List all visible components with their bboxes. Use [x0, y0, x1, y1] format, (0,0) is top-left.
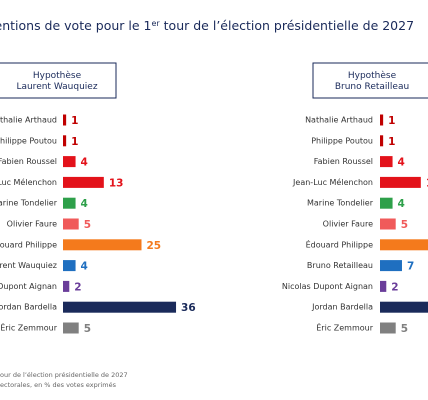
candidate-label: Olivier Faure [323, 220, 373, 229]
candidate-label: Fabien Roussel [314, 157, 373, 166]
candidate-label: Nicolas Dupont Aignan [282, 282, 373, 291]
candidate-label: Éric Zemmour [0, 322, 57, 333]
candidate-label: Édouard Philippe [0, 238, 57, 249]
value-label: 1 [388, 115, 395, 127]
bar [63, 239, 142, 251]
hypothesis-box [0, 62, 117, 99]
value-label: 4 [398, 198, 405, 210]
bar [63, 280, 70, 292]
candidate-label: Édouard Philippe [306, 238, 373, 249]
bar [380, 135, 384, 147]
bar [63, 260, 76, 272]
value-label: 4 [81, 261, 88, 273]
footnote: our de l’élection présidentielle de 2027 [0, 371, 128, 379]
bar [380, 156, 393, 168]
value-label: 4 [81, 157, 88, 169]
value-label: 1 [388, 136, 395, 148]
value-label: 1 [71, 136, 78, 148]
value-label: 5 [84, 219, 91, 231]
value-label: 25 [147, 240, 162, 252]
bar [380, 239, 428, 251]
candidate-label: Jean-Luc Mélenchon [0, 177, 57, 187]
bar [63, 301, 177, 313]
candidate-label: Bruno Retailleau [307, 261, 373, 270]
bar [380, 301, 428, 313]
hypothesis-box [312, 62, 428, 99]
value-label: 13 [109, 177, 124, 189]
bar [380, 197, 393, 209]
bar [63, 176, 104, 188]
candidate-label: Nathalie Arthaud [0, 116, 57, 125]
value-label: 2 [391, 281, 398, 293]
bar [63, 322, 79, 334]
candidate-label: Jordan Bardella [311, 303, 373, 312]
bar [380, 322, 396, 334]
hypothesis-label: Bruno Retailleau [335, 82, 409, 92]
bar [380, 114, 384, 126]
hypothesis-label: Hypothèse [33, 70, 82, 81]
hypothesis-label: Hypothèse [348, 70, 397, 81]
bar [63, 197, 76, 209]
candidate-label: Philippe Poutou [311, 136, 373, 145]
candidate-label: Éric Zemmour [316, 322, 373, 333]
bar [63, 218, 79, 230]
value-label: 5 [84, 323, 91, 335]
value-label: 5 [401, 219, 408, 231]
candidate-label: Jean-Luc Mélenchon [292, 177, 373, 187]
bar [380, 280, 387, 292]
candidate-label: Nathalie Arthaud [305, 116, 373, 125]
value-label: 36 [181, 302, 196, 314]
bar [380, 218, 396, 230]
candidate-label: Philippe Poutou [0, 136, 57, 145]
value-label: 13 [426, 177, 428, 189]
footnote: ectorales, en % des votes exprimés [0, 381, 117, 389]
candidate-label: Jordan Bardella [0, 303, 57, 312]
bar [63, 135, 67, 147]
bar [63, 156, 76, 168]
candidate-label: Laurent Wauquiez [0, 261, 57, 270]
hypothesis-label: Laurent Wauquiez [16, 82, 97, 92]
title: Intentions de vote pour le 1er tour de l… [0, 18, 414, 33]
value-label: 7 [407, 261, 414, 273]
value-label: 2 [74, 281, 81, 293]
value-label: 4 [81, 198, 88, 210]
value-label: 4 [398, 157, 405, 169]
candidate-label: Olivier Faure [7, 220, 57, 229]
candidate-label: Marine Tondelier [307, 199, 374, 208]
bar [380, 176, 421, 188]
value-label: 5 [401, 323, 408, 335]
candidate-label: Nicolas Dupont Aignan [0, 282, 57, 291]
bar [380, 260, 402, 272]
value-label: 1 [71, 115, 78, 127]
bar [63, 114, 67, 126]
candidate-label: Fabien Roussel [0, 157, 57, 166]
candidate-label: Marine Tondelier [0, 199, 58, 208]
